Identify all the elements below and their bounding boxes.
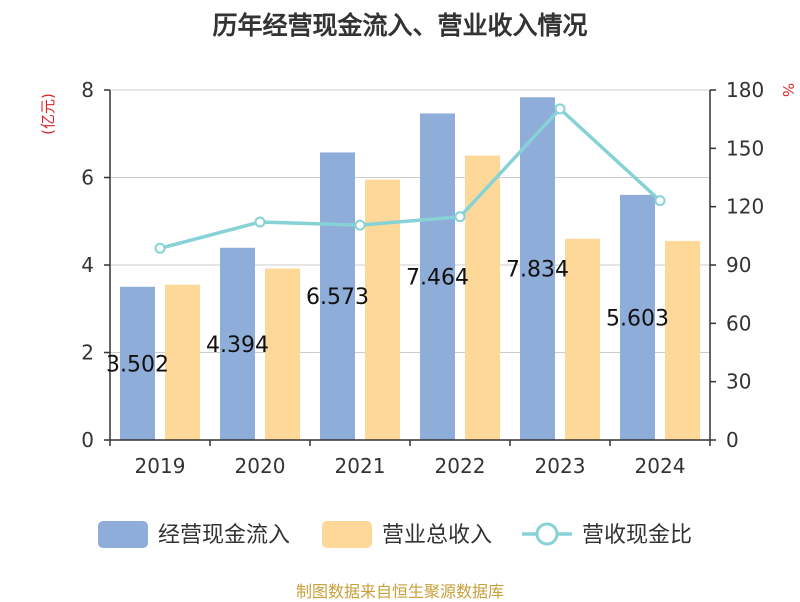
y-right-unit-label: % xyxy=(779,83,797,97)
bar-cash-inflow-2021 xyxy=(320,152,355,440)
data-label-cash-inflow-2024: 5.603 xyxy=(606,306,669,331)
y-left-tick-label: 6 xyxy=(81,166,94,190)
legend-label: 营收现金比 xyxy=(582,523,692,548)
line-cash-revenue-ratio xyxy=(159,106,662,250)
y-right-tick-label: 90 xyxy=(726,253,751,277)
bar-revenue-2021 xyxy=(365,179,400,440)
y-left-tick-label: 4 xyxy=(81,253,94,277)
y-right-tick-label: 30 xyxy=(726,370,751,394)
bar-revenue-2019 xyxy=(165,284,200,440)
y-left-tick-label: 0 xyxy=(81,428,94,452)
line-point-2022 xyxy=(454,211,466,223)
x-tick-label: 2023 xyxy=(535,454,586,478)
bar-cash-inflow-2023 xyxy=(520,97,555,440)
line-point-2024 xyxy=(654,195,666,207)
x-tick-label: 2020 xyxy=(235,454,286,478)
data-label-cash-inflow-2019: 3.502 xyxy=(106,352,169,377)
bar-revenue-2024 xyxy=(665,240,700,440)
data-label-cash-inflow-2023: 7.834 xyxy=(506,258,569,283)
chart-title: 历年经营现金流入、营业收入情况 xyxy=(212,11,588,40)
legend-swatch-1 xyxy=(322,521,372,548)
y-right-tick-label: 150 xyxy=(726,136,764,160)
y-right-tick-label: 180 xyxy=(726,78,764,102)
bar-cash-inflow-2024 xyxy=(620,194,655,440)
data-source-note: 制图数据来自恒生聚源数据库 xyxy=(295,582,504,601)
bar-cash-inflow-2022 xyxy=(420,113,455,440)
data-label-cash-inflow-2022: 7.464 xyxy=(406,266,469,291)
y-right-tick-label: 60 xyxy=(726,311,751,335)
data-label-cash-inflow-2021: 6.573 xyxy=(306,285,369,310)
bar-revenue-2022 xyxy=(465,155,500,440)
y-left-tick-label: 2 xyxy=(81,341,94,365)
y-right-tick-label: 0 xyxy=(726,428,739,452)
legend-swatch-marker xyxy=(535,522,559,546)
bar-revenue-2023 xyxy=(565,238,600,440)
legend-swatch-0 xyxy=(98,521,148,548)
y-left-tick-label: 8 xyxy=(81,78,94,102)
legend-label: 经营现金流入 xyxy=(158,523,290,548)
x-tick-label: 2022 xyxy=(435,454,486,478)
x-tick-label: 2024 xyxy=(635,454,686,478)
bar-cash-inflow-2019 xyxy=(120,286,155,440)
legend-label: 营业总收入 xyxy=(382,523,492,548)
y-right-tick-label: 120 xyxy=(726,195,764,219)
line-point-2019 xyxy=(154,242,166,254)
line-point-2023 xyxy=(554,103,566,115)
bar-revenue-2020 xyxy=(265,268,300,440)
y-left-unit-label: (亿元) xyxy=(39,93,57,135)
x-tick-label: 2019 xyxy=(135,454,186,478)
x-tick-label: 2021 xyxy=(335,454,386,478)
line-point-2021 xyxy=(354,219,366,231)
line-point-2020 xyxy=(254,216,266,228)
bar-cash-inflow-2020 xyxy=(220,247,255,440)
data-label-cash-inflow-2020: 4.394 xyxy=(206,333,269,358)
